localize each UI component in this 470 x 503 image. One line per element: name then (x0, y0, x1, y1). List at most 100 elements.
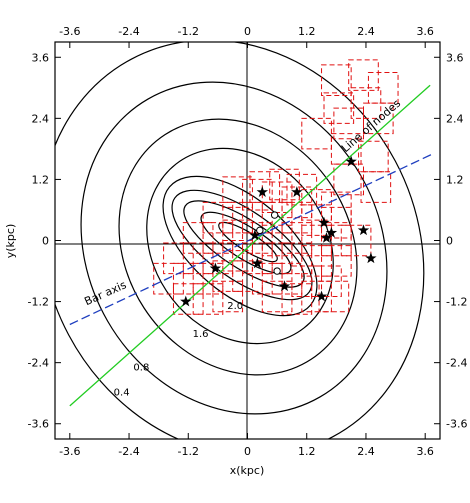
dashed-box-58 (261, 280, 293, 313)
dashed-box-43 (281, 242, 313, 275)
star-point-5 (249, 229, 261, 241)
star-point-0 (256, 186, 269, 197)
dashed-box-36 (340, 224, 372, 257)
dashed-box-47 (172, 262, 204, 295)
star-point-13 (180, 295, 192, 307)
dashed-box-28 (182, 222, 214, 254)
contour-level-label: 0.8 (133, 362, 149, 373)
contour-level-label: 0.4 (114, 388, 130, 399)
y-tick-label-left: 0 (42, 235, 49, 248)
open-circle-point-2 (273, 267, 281, 275)
x-tick-label-top: -3.6 (59, 25, 80, 38)
star-point-8 (278, 280, 291, 292)
dashed-box-35 (321, 224, 352, 257)
star-point-4 (320, 231, 333, 243)
dashed-box-38 (182, 242, 214, 275)
line-of-nodes-line (69, 84, 431, 407)
contour-inner-1 (171, 189, 313, 301)
contour-inner-2 (183, 200, 305, 288)
star-point-7 (251, 257, 264, 269)
x-tick-label-top: 1.2 (298, 25, 316, 38)
star-point-3 (325, 226, 338, 238)
x-tick-label-bottom: 2.4 (357, 445, 375, 458)
x-tick-label-top: 3.6 (416, 25, 434, 38)
star-point-6 (209, 262, 222, 274)
y-tick-label-right: -1.2 (446, 296, 467, 309)
x-tick-label-bottom: 1.2 (298, 445, 316, 458)
dashed-box-46 (153, 262, 184, 295)
dashed-box-57 (212, 280, 244, 313)
dashed-box-15 (222, 176, 253, 208)
dashed-box-50 (232, 260, 263, 292)
dashed-box-45 (321, 245, 352, 277)
star-point-11 (357, 224, 370, 236)
x-tick-label-bottom: -1.2 (178, 445, 199, 458)
x-tick-label-top: -1.2 (178, 25, 199, 38)
y-tick-label-right: 3.6 (446, 51, 464, 64)
dashed-box-21 (202, 201, 234, 234)
dashed-box-10 (333, 163, 364, 196)
y-tick-label-right: -3.6 (446, 418, 467, 431)
dashed-box-31 (242, 222, 273, 254)
y-tick-label-left: 2.4 (32, 112, 50, 125)
star-point-12 (365, 252, 377, 264)
dashed-box-59 (281, 283, 313, 315)
bar-axis-line (69, 153, 433, 326)
dashed-box-56 (192, 283, 224, 315)
x-tick-label-top: 0 (244, 25, 251, 38)
reference-lines (69, 84, 433, 407)
x-tick-label-bottom: -3.6 (59, 445, 80, 458)
dashed-box-0 (321, 64, 352, 96)
dashed-box-29 (202, 222, 234, 254)
star-point-1 (291, 186, 303, 197)
dashed-box-26 (301, 204, 332, 236)
y-tick-label-left: -3.6 (28, 418, 49, 431)
y-tick-label-right: 1.2 (446, 173, 464, 186)
dashed-box-40 (222, 240, 253, 272)
y-tick-label-left: 3.6 (32, 51, 50, 64)
contour-1.6 (146, 147, 334, 345)
dashed-box-1 (348, 59, 379, 91)
contour-1.2 (118, 118, 358, 376)
line-annotation: Line of nodes (339, 97, 403, 155)
data-points (180, 155, 377, 307)
dashed-box-55 (172, 283, 204, 315)
axis-ticks: -3.6 -3.6 -3.6 -3.6 -2.4 -2.4 -2.4 -2.4 -1.2 -1.2… (28, 25, 468, 458)
open-circle-point-1 (256, 226, 264, 235)
y-tick-label-right: -2.4 (446, 357, 467, 370)
contour-level-label: 1.6 (193, 329, 209, 340)
dashed-box-12 (249, 171, 281, 203)
x-tick-label-bottom: -2.4 (118, 445, 139, 458)
dashed-box-52 (271, 262, 303, 295)
y-tick-label-left: 1.2 (32, 173, 50, 186)
open-circle-point-0 (270, 211, 279, 219)
contour-level-label: 2.0 (227, 301, 243, 312)
x-axis-title: x(kpc) (230, 464, 265, 477)
y-tick-label-left: -2.4 (28, 357, 49, 370)
contour-0.8 (80, 81, 388, 415)
dashed-box-44 (301, 245, 332, 277)
x-tick-label-bottom: 3.6 (416, 445, 434, 458)
dashed-box-22 (222, 201, 253, 234)
dashed-box-24 (261, 201, 293, 234)
dashed-box-60 (301, 280, 332, 313)
dashed-box-41 (242, 242, 273, 275)
dashed-box-13 (269, 168, 300, 201)
dashed-box-33 (281, 222, 313, 254)
line-annotation: Bar axis (83, 278, 129, 308)
y-tick-label-right: 0 (446, 235, 453, 248)
dashed-box-32 (261, 224, 293, 257)
star-point-10 (345, 155, 357, 167)
x-tick-label-top: 2.4 (357, 25, 375, 38)
y-axis-title: y(kpc) (4, 224, 17, 259)
dashed-box-11 (360, 171, 392, 203)
star-point-2 (318, 216, 330, 228)
dashed-boxes (153, 59, 399, 315)
y-tick-label-right: 2.4 (446, 112, 464, 125)
dashed-box-51 (251, 262, 283, 295)
y-tick-label-left: -1.2 (28, 296, 49, 309)
dashed-box-49 (212, 260, 244, 292)
